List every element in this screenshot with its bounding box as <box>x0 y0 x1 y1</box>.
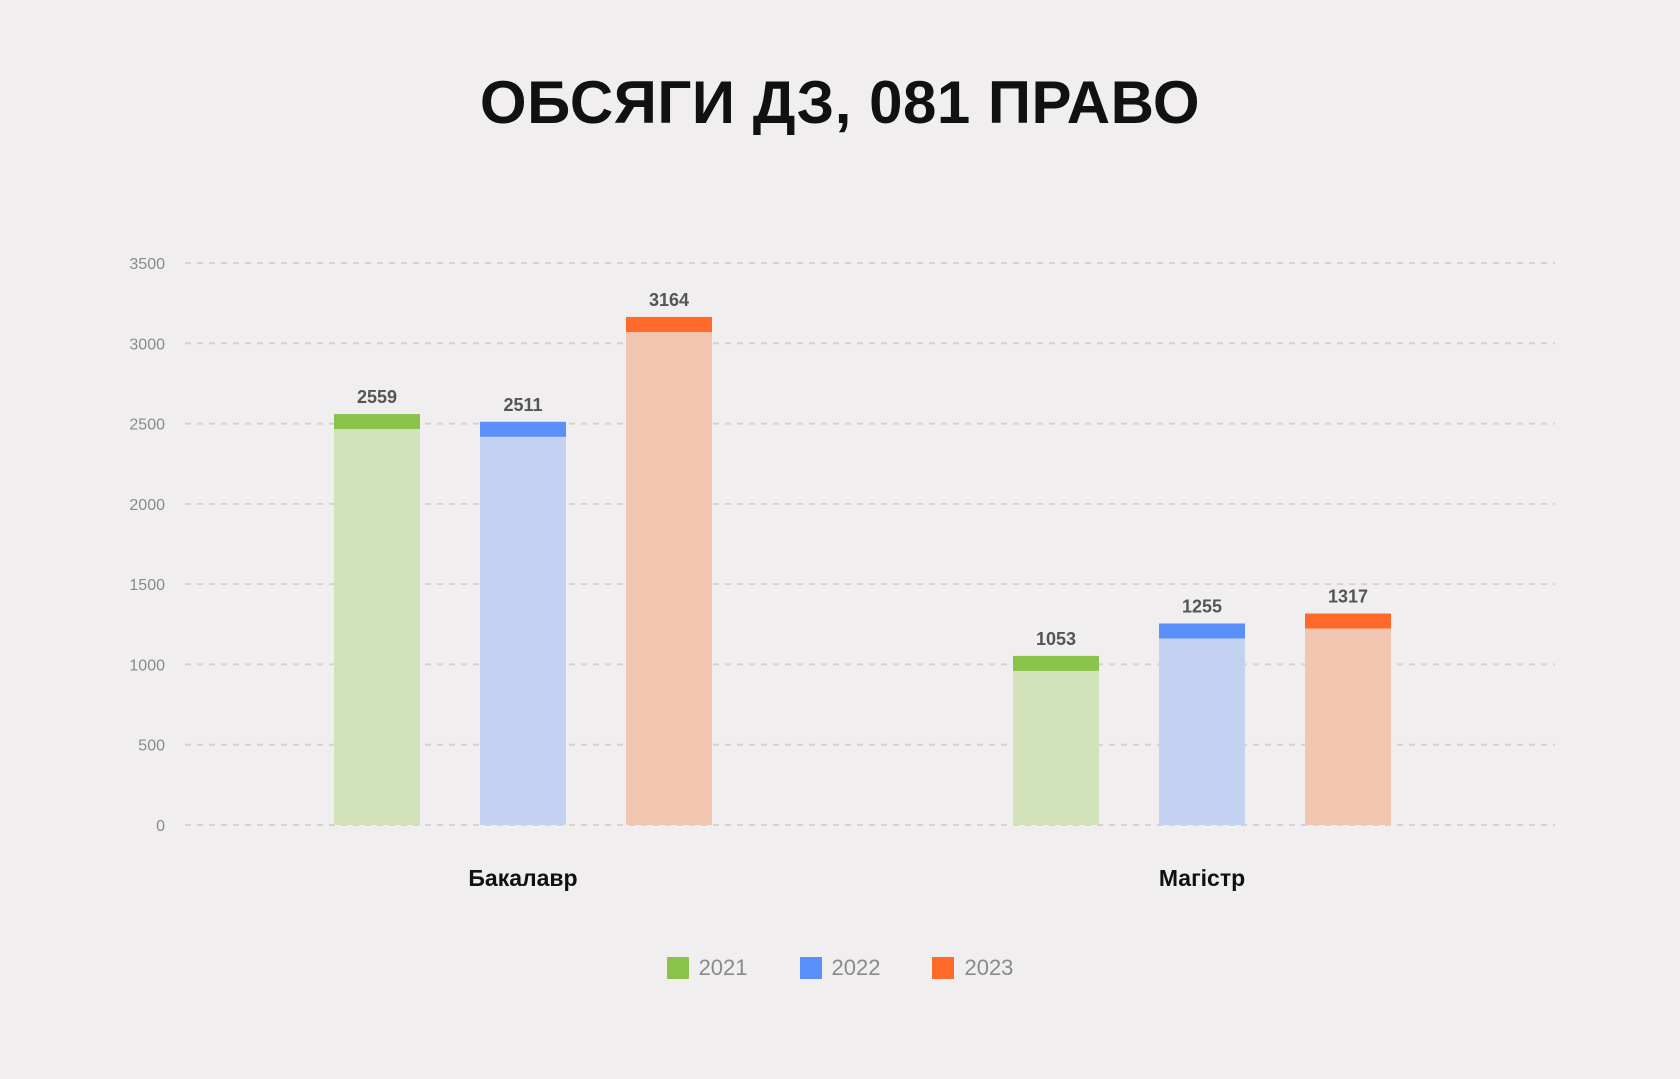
legend-label: 2022 <box>831 955 881 980</box>
y-tick-label: 1000 <box>129 657 165 674</box>
legend-swatch <box>666 957 689 979</box>
legend-item: 2022 <box>799 955 881 981</box>
y-tick-label: 2500 <box>129 417 165 434</box>
y-tick-label: 0 <box>156 818 165 835</box>
data-label: 1317 <box>1328 587 1368 607</box>
bar <box>480 421 566 825</box>
bar <box>334 414 420 825</box>
data-label: 2559 <box>357 387 397 407</box>
bar-cap <box>1305 613 1391 629</box>
bar-cap <box>480 421 566 437</box>
x-category-label: Магістр <box>1159 865 1245 891</box>
data-label: 3164 <box>649 290 689 310</box>
legend-label: 2021 <box>698 955 748 980</box>
bar-cap <box>1013 655 1099 671</box>
y-tick-label: 1500 <box>129 577 165 594</box>
bar <box>1305 613 1391 825</box>
bar <box>1159 623 1245 825</box>
bar-cap <box>1159 623 1245 639</box>
bar-cap <box>626 316 712 332</box>
legend-item: 2023 <box>932 955 1013 981</box>
legend-swatch <box>799 957 822 979</box>
chart-title: ОБСЯГИ ДЗ, 081 ПРАВО <box>479 69 1201 136</box>
y-tick-label: 2000 <box>129 497 165 514</box>
legend-item: 2021 <box>666 955 748 981</box>
data-label: 1255 <box>1182 596 1222 616</box>
legend: 2021 2022 2023 <box>0 955 1680 981</box>
y-tick-label: 3000 <box>129 336 165 353</box>
bar <box>626 316 712 825</box>
legend-swatch <box>932 957 955 979</box>
bar <box>1013 655 1099 825</box>
bar-cap <box>334 414 420 430</box>
legend-label: 2023 <box>964 955 1014 980</box>
y-tick-label: 3500 <box>129 256 165 273</box>
y-tick-label: 500 <box>138 738 165 755</box>
data-label: 1053 <box>1036 629 1076 649</box>
x-category-label: Бакалавр <box>468 865 577 891</box>
data-label: 2511 <box>503 395 542 415</box>
